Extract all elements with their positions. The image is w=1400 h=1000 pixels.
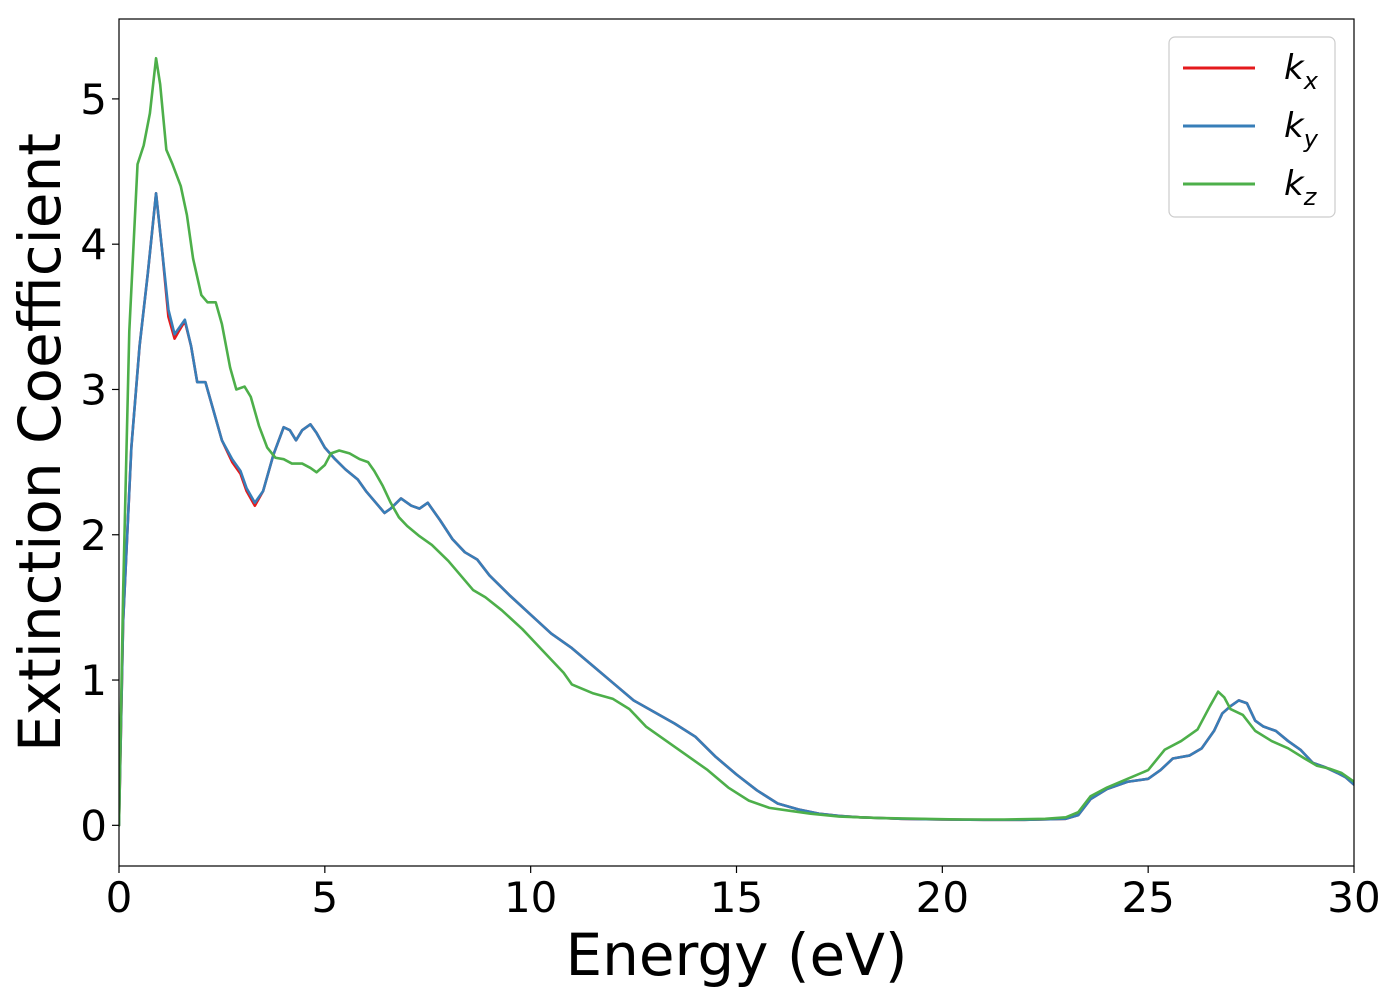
- series-line-x: [119, 192, 1354, 827]
- x-axis-title: Energy (eV): [565, 921, 907, 989]
- y-tick-label: 5: [80, 75, 107, 124]
- x-tick-label: 10: [504, 873, 557, 922]
- y-tick-label: 1: [80, 656, 107, 705]
- x-tick-label: 15: [710, 873, 763, 922]
- y-axis-title: Extinction Coefficient: [6, 133, 74, 752]
- x-tick-label: 30: [1327, 873, 1380, 922]
- x-tick-label: 0: [106, 873, 133, 922]
- x-tick-label: 25: [1121, 873, 1174, 922]
- y-tick-label: 0: [80, 801, 107, 850]
- series-line-z: [119, 56, 1354, 827]
- legend-label-z: kz: [1284, 164, 1318, 211]
- series-line-y: [119, 192, 1354, 827]
- legend-label-x: kx: [1284, 48, 1319, 95]
- x-tick-label: 20: [916, 873, 969, 922]
- x-tick-label: 5: [311, 873, 338, 922]
- x-axis: 0 5 10 15 20 25 30: [106, 866, 1381, 922]
- y-tick-label: 3: [80, 365, 107, 414]
- legend: kx ky kz: [1168, 36, 1336, 218]
- y-axis: 0 1 2 3 4 5: [80, 75, 119, 850]
- legend-label-y: ky: [1284, 106, 1319, 153]
- y-tick-label: 4: [80, 220, 107, 269]
- y-tick-label: 2: [80, 511, 107, 560]
- plot-lines: [119, 56, 1354, 827]
